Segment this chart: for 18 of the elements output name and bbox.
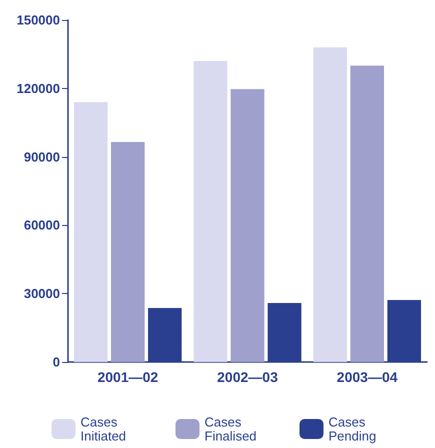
bar (194, 61, 228, 362)
legend-label: Cases Pending (328, 414, 376, 444)
bar (74, 102, 108, 362)
bar (111, 142, 145, 362)
legend-label: Cases Finalised (204, 414, 257, 444)
x-tick-label: 2002—03 (217, 369, 278, 385)
bar (350, 66, 384, 362)
y-tick-label: 150000 (16, 12, 60, 28)
legend-label: Cases Initiated (80, 414, 126, 444)
y-tick-label: 60000 (24, 218, 60, 233)
y-tick-label: 0 (52, 354, 60, 370)
x-tick-label: 2001—02 (97, 369, 158, 385)
bar (230, 89, 264, 362)
y-tick-label: 120000 (16, 80, 60, 96)
x-tick-label: 2003—04 (336, 369, 398, 385)
y-tick-label: 30000 (24, 286, 60, 302)
y-tick-label: 90000 (24, 149, 60, 164)
bar (313, 47, 347, 362)
